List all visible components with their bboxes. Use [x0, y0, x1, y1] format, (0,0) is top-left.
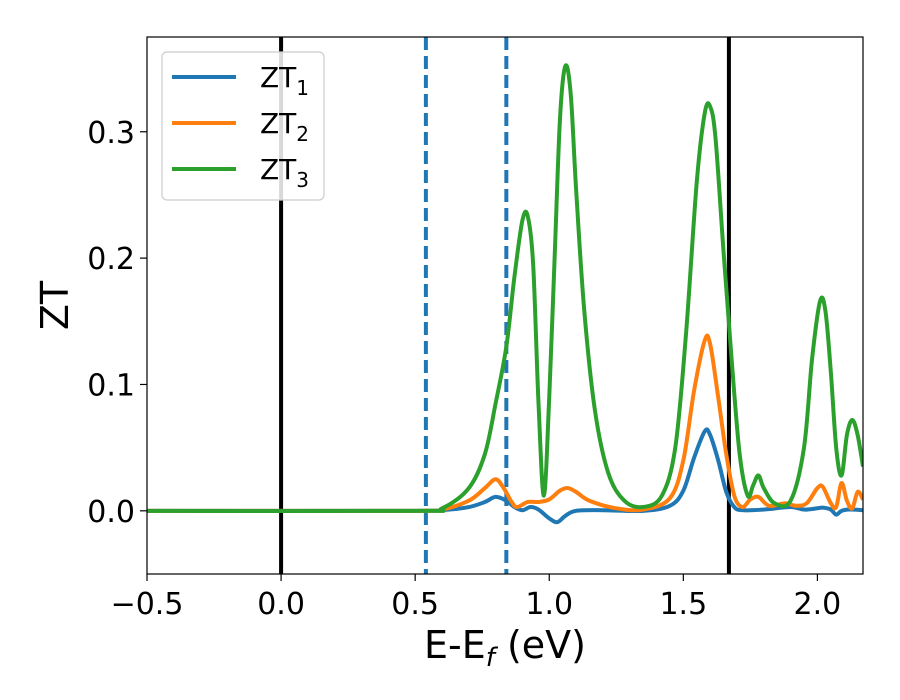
x-tick-label: 1.0	[525, 587, 573, 622]
legend-box	[161, 51, 325, 201]
series-line-zt3	[147, 63, 863, 514]
y-tick-label: 0.1	[87, 368, 135, 403]
x-tick-label: 2.0	[794, 587, 842, 622]
x-axis-label: E-Ef (eV)	[424, 623, 586, 673]
y-tick-label: 0.0	[87, 495, 135, 530]
legend-label-zt3: ZT3	[260, 153, 309, 192]
legend-label-zt1: ZT1	[260, 61, 309, 100]
legend: ZT1 ZT2 ZT3	[161, 51, 325, 201]
plot-frame	[146, 36, 864, 575]
series-line-zt1	[147, 427, 863, 525]
x-axis-ticks: −0.5 0.0 0.5 1.0 1.5 2.0	[111, 574, 842, 622]
series-line-zt2	[147, 333, 863, 513]
y-tick-label: 0.3	[87, 116, 135, 151]
legend-label-zt2: ZT2	[260, 107, 309, 146]
x-tick-label: 1.5	[659, 587, 707, 622]
x-tick-label: −0.5	[111, 587, 184, 622]
y-axis-ticks: 0.0 0.1 0.2 0.3	[87, 116, 147, 530]
y-tick-label: 0.2	[87, 242, 135, 277]
series-lines	[147, 63, 863, 525]
x-tick-label: 0.5	[391, 587, 439, 622]
x-tick-label: 0.0	[257, 587, 305, 622]
y-axis-label: ZT	[33, 280, 77, 330]
